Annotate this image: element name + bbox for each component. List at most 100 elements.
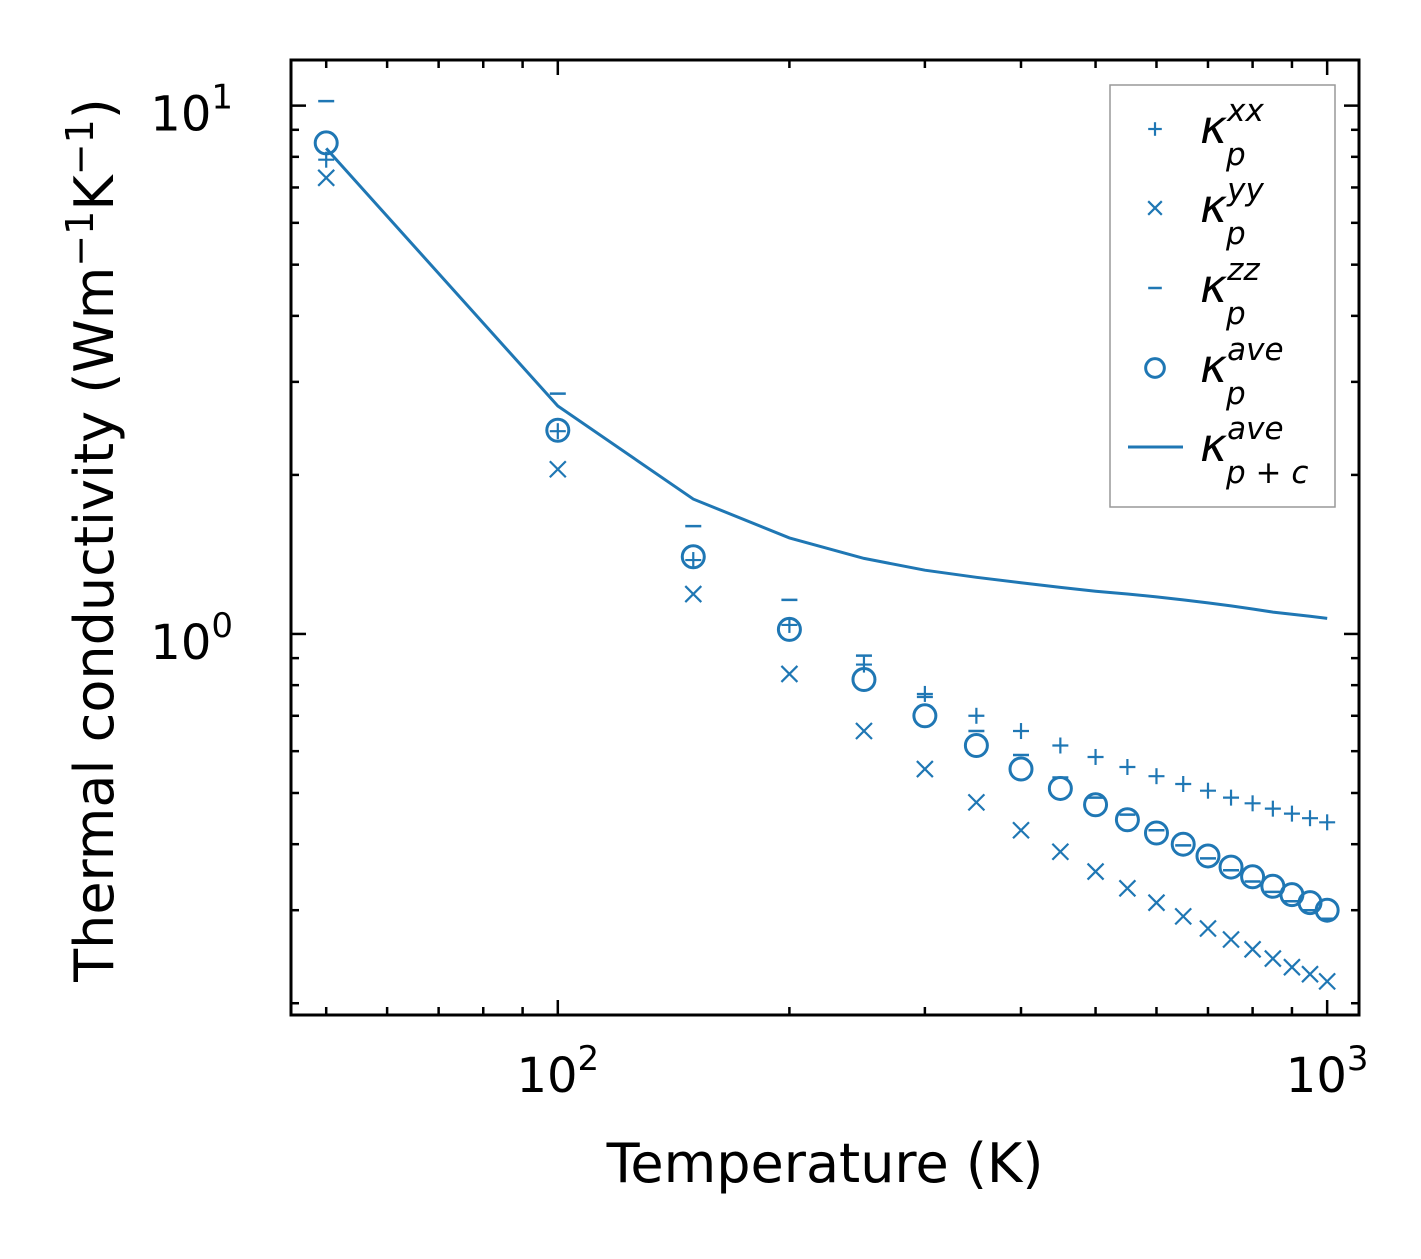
legend-label-sub: p (1225, 137, 1246, 173)
point-kave-300 (912, 703, 938, 729)
point-kyy-450 (1051, 842, 1070, 861)
point-kyy-1000 (1318, 972, 1336, 991)
point-kyy-400 (1012, 821, 1030, 840)
y-axis-label: Thermal conductivity (Wm−1K−1) (58, 98, 126, 983)
legend-label-kpc: κave p + c (1200, 411, 1308, 491)
x-tick-label-exp: 2 (578, 1039, 600, 1079)
legend-frame (1109, 84, 1336, 508)
point-kxx-850 (1264, 800, 1281, 817)
point-kave-350-c (963, 732, 989, 758)
legend-label-base: κ (1200, 100, 1227, 154)
point-kave-500 (1083, 792, 1109, 818)
point-kxx-600 (1148, 768, 1165, 785)
plot-frame (289, 58, 1361, 1017)
point-kyy-100-b (549, 460, 567, 479)
point-kyy-500 (1086, 862, 1105, 881)
x-tick-label-exp: 3 (1347, 1039, 1369, 1079)
point-kave-700 (1195, 843, 1221, 869)
point-kxx-700 (1199, 782, 1216, 799)
point-kxx-450 (1052, 737, 1069, 754)
legend-label-base: κ (1200, 339, 1227, 393)
point-kyy-850-b (1264, 949, 1282, 968)
point-kave-200 (776, 616, 802, 642)
point-kxx-1000 (1319, 814, 1336, 831)
legend-item-kave: κave p (1144, 332, 1284, 412)
point-kave-650 (1170, 831, 1196, 857)
point-kyy-350-b (967, 793, 986, 812)
legend-label-base: κ (1200, 179, 1227, 233)
point-kave-250-c (851, 666, 877, 692)
point-kyy-300 (916, 760, 934, 778)
x-tick-label-base: 10 (1286, 1048, 1347, 1104)
point-kyy-650-b (1174, 907, 1192, 926)
legend-item-kzz: κzz p (1148, 252, 1260, 332)
point-kyy-700 (1199, 919, 1217, 938)
point-kxx-100 (549, 423, 566, 440)
y-tick-label-base: 10 (150, 615, 211, 671)
point-kyy-250-b (855, 722, 873, 740)
point-kyy-1000-b (1318, 972, 1336, 991)
series-kxx (318, 151, 1336, 831)
point-kave-100-c (545, 417, 571, 443)
legend-label-base: κ (1200, 418, 1227, 472)
legend-label-base: κ (1200, 259, 1227, 313)
legend-label-sup: ave (1227, 332, 1283, 368)
y-tick-label-10: 101 (150, 78, 233, 143)
point-kyy-350 (967, 793, 986, 812)
legend-item-kpc: κave p + c (1128, 411, 1308, 491)
point-kave-800-c (1240, 864, 1266, 890)
point-kave-600-c (1143, 820, 1169, 846)
point-kave-500-c (1083, 792, 1109, 818)
legend-label-kyy: κyy p (1200, 172, 1264, 252)
point-kave-350 (963, 732, 989, 758)
y-axis-label-unit-k: K (63, 174, 126, 211)
point-kxx-400 (1012, 723, 1029, 740)
legend-label-kxx: κxx p (1200, 93, 1264, 173)
point-kyy-150-b (684, 585, 703, 603)
point-kyy-650 (1174, 907, 1192, 926)
point-kxx-150 (685, 552, 702, 569)
data-marks (313, 99, 1340, 991)
y-axis-label-main: Thermal conductivity (Wm (63, 267, 126, 983)
legend-label-sup: yy (1226, 172, 1264, 208)
point-kxx-750 (1223, 789, 1240, 806)
point-kyy-100 (549, 460, 567, 479)
point-kyy-500-b (1086, 862, 1105, 881)
point-kyy-600-b (1147, 893, 1166, 912)
legend-item-kxx: κxx p (1148, 93, 1264, 173)
y-axis-label-exp-m: −1 (58, 211, 102, 267)
point-kave-750-c (1218, 854, 1244, 880)
point-kave-150-c (680, 544, 706, 570)
point-kave-450-c (1047, 775, 1073, 801)
point-kxx-500 (1087, 748, 1104, 765)
series-kpc (325, 147, 1328, 620)
series-kyy (317, 169, 1336, 991)
x-tick-label-100: 102 (516, 1039, 599, 1104)
point-kave-300-c (912, 703, 938, 729)
point-kyy-50 (317, 169, 335, 187)
point-kyy-550-b (1118, 879, 1137, 898)
point-kave-700-c (1195, 843, 1221, 869)
point-kyy-750-b (1222, 930, 1240, 949)
point-kave-400-c (1008, 756, 1034, 782)
point-kyy-850 (1264, 949, 1282, 968)
legend-swatch-kyy (1147, 200, 1163, 216)
axis-ticks (291, 60, 1359, 1015)
point-kave-400 (1008, 756, 1034, 782)
point-kave-250 (851, 666, 877, 692)
point-kave-50 (313, 130, 339, 156)
x-tick-label-base: 10 (516, 1048, 577, 1104)
point-kyy-800-b (1243, 940, 1262, 959)
point-kxx-650 (1175, 775, 1192, 792)
point-kxx-350 (968, 707, 985, 724)
y-axis-label-close: ) (63, 98, 126, 119)
point-kxx-900 (1283, 805, 1300, 822)
legend-label-sub: p + c (1225, 455, 1308, 491)
point-kyy-550 (1118, 879, 1137, 898)
legend-label-sup: ave (1227, 411, 1283, 447)
point-kyy-600 (1147, 893, 1166, 912)
legend-swatch-kave-c (1144, 357, 1166, 379)
point-kyy-300-b (916, 760, 934, 778)
point-kave-800 (1240, 864, 1266, 890)
